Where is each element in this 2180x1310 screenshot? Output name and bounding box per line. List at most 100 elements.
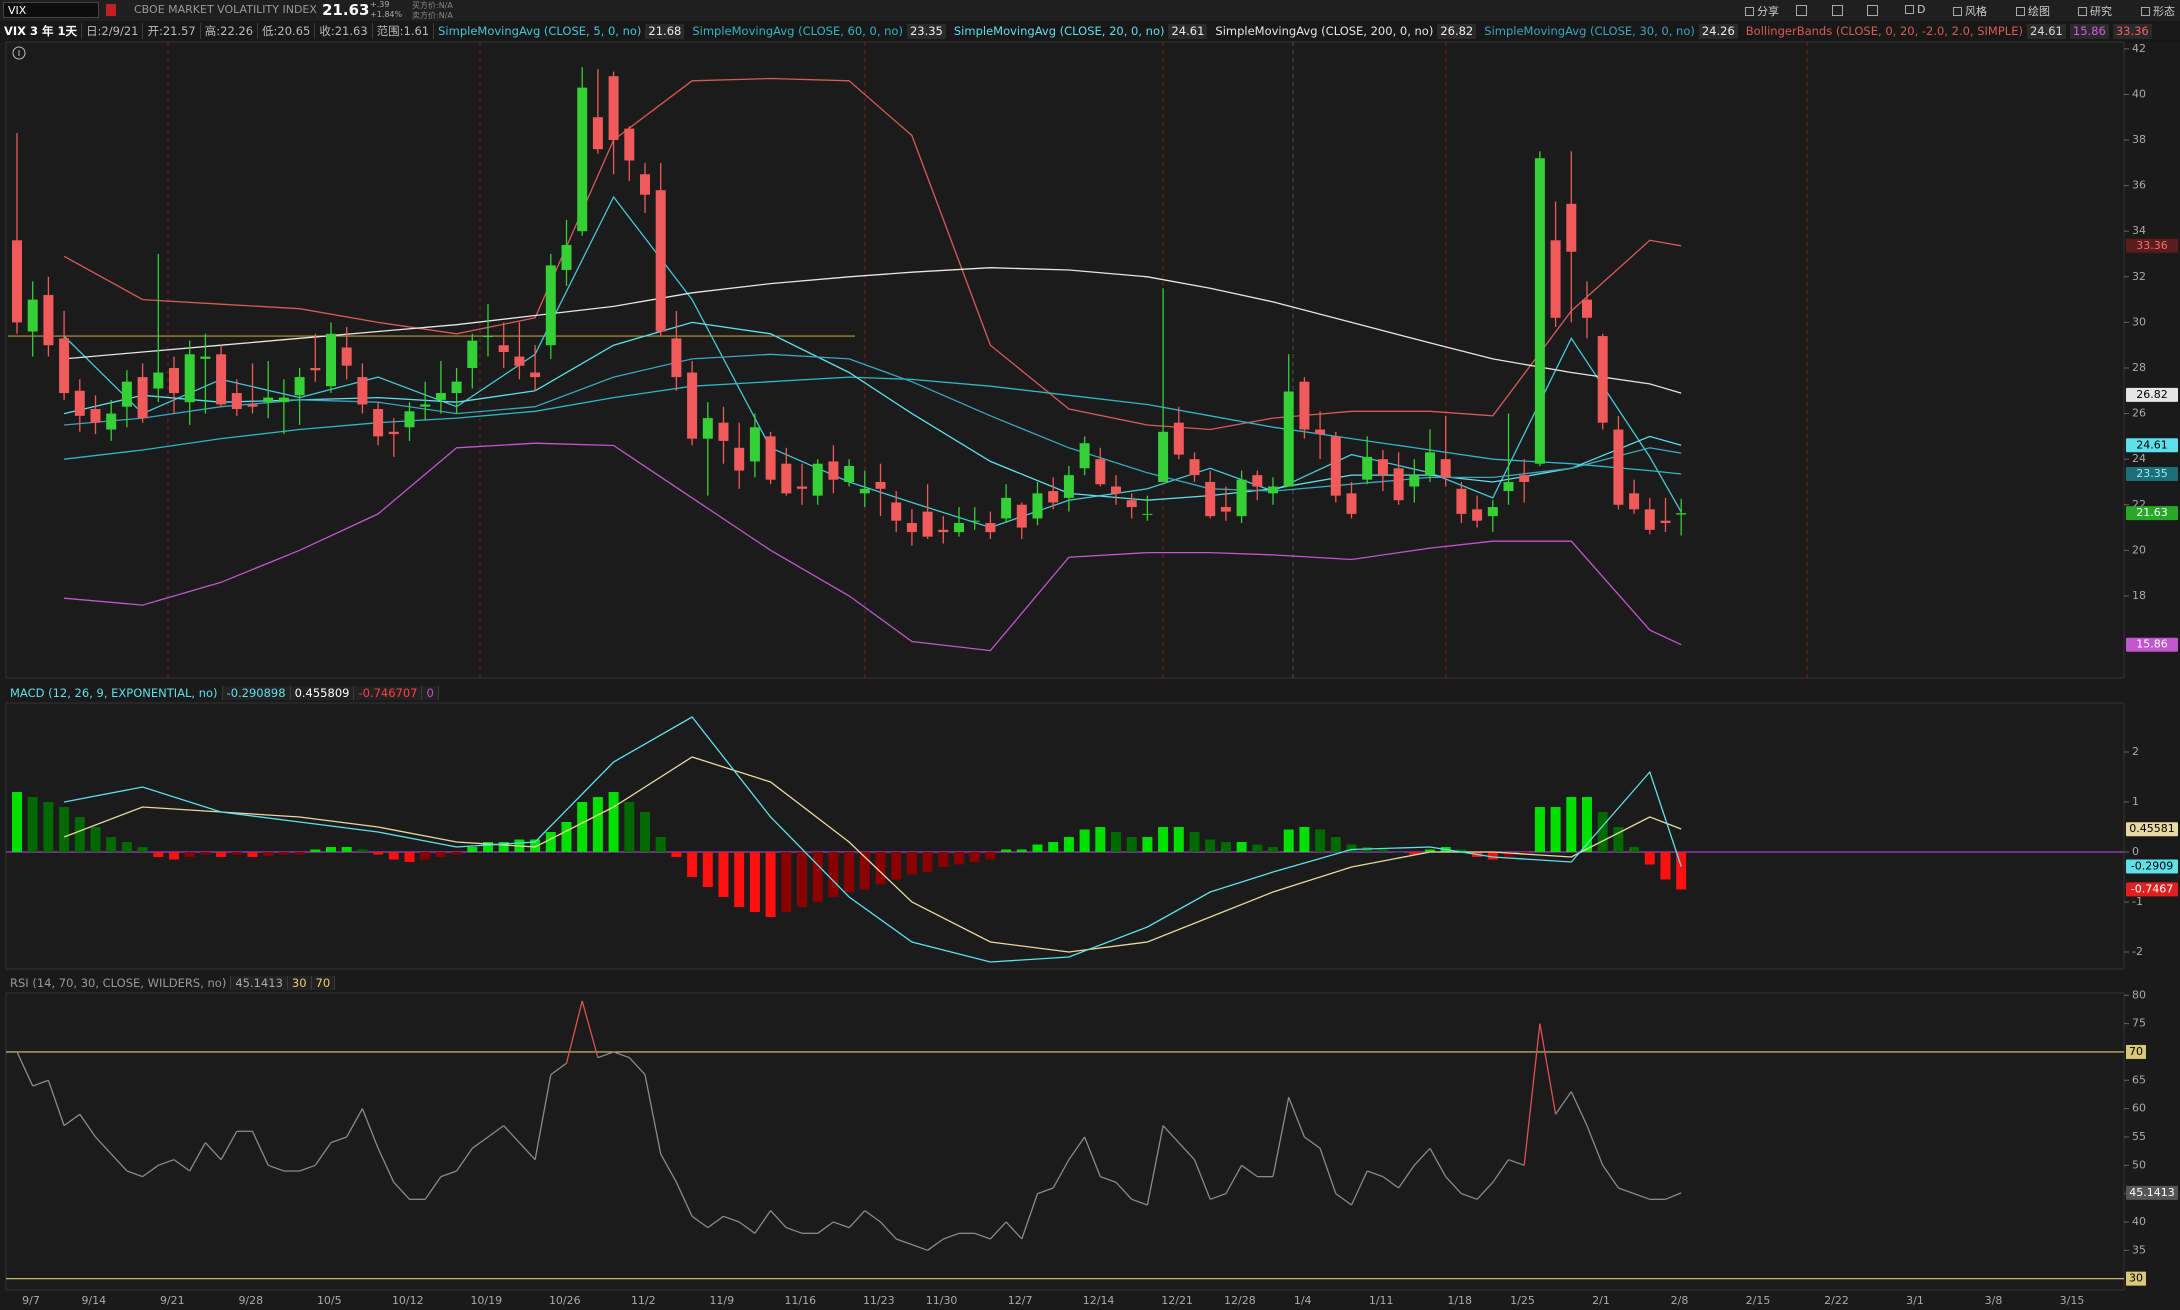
study-name: SimpleMovingAvg (CLOSE, 60, 0, no): [692, 24, 903, 38]
histogram-bar: [702, 852, 713, 887]
candle-body: [1472, 509, 1483, 521]
flag-icon[interactable]: [106, 4, 116, 16]
ask: 卖方价:N/A: [412, 11, 453, 20]
price-marker-label: 23.35: [2136, 467, 2168, 480]
y-tick-label: 28: [2132, 361, 2146, 374]
x-tick-label: 9/7: [22, 1294, 40, 1307]
toolbar-button[interactable]: D: [1905, 3, 1925, 16]
rsi-segment: [1350, 1170, 1368, 1206]
candle-body: [1158, 431, 1169, 482]
candle-body: [326, 333, 336, 387]
x-tick-label: 9/28: [238, 1294, 263, 1307]
histogram-bar: [310, 849, 321, 852]
candle-body: [844, 466, 855, 482]
rsi-segment: [1429, 1147, 1447, 1177]
candle-body: [954, 522, 964, 533]
candle-body: [1503, 481, 1514, 492]
rsi-segment: [691, 1215, 709, 1229]
study-name: SimpleMovingAvg (CLOSE, 20, 0, no): [953, 24, 1165, 38]
histogram-bar: [608, 792, 619, 852]
period-separators: [167, 42, 1808, 678]
histogram-bar: [74, 817, 85, 852]
candle-body: [1330, 436, 1341, 496]
candle-body: [498, 345, 509, 353]
button-icon: [2078, 6, 2087, 16]
histogram-bar: [640, 812, 650, 852]
study-name: MACD (12, 26, 9, EXPONENTIAL, no): [6, 686, 223, 700]
histogram-bar: [1079, 829, 1090, 852]
rsi-segment: [110, 1153, 128, 1172]
study-value: 0: [422, 686, 439, 700]
button-label: 形态: [2153, 5, 2175, 18]
y-tick-label: 32: [2132, 270, 2146, 283]
candle-body: [1111, 486, 1121, 494]
candle-body: [59, 338, 70, 394]
candle-body: [1550, 240, 1561, 318]
toolbar-button[interactable]: 分享: [1745, 3, 1779, 19]
bollinger-upper: [63, 77, 1682, 431]
histogram-bar: [969, 852, 980, 862]
histogram-bar: [467, 847, 478, 852]
histogram-bar: [357, 849, 368, 852]
histogram-bar: [498, 842, 509, 852]
symbol-input[interactable]: VIX: [3, 2, 99, 18]
toolbar-icon[interactable]: [1796, 5, 1807, 16]
histogram-bar: [749, 852, 760, 912]
quote-info: 日:2/9/21: [82, 23, 144, 39]
candle-body: [985, 522, 996, 533]
y-tick-label: 36: [2132, 179, 2146, 192]
histogram-bar: [1613, 827, 1624, 852]
histogram-bar: [1582, 797, 1592, 852]
candle-body: [184, 354, 195, 403]
candle-body: [483, 336, 493, 338]
candle-body: [1001, 497, 1012, 519]
candle-body: [922, 511, 933, 537]
macd-pane: [5, 702, 2125, 970]
candle-body: [1142, 513, 1153, 515]
price-marker-label: 0.45581: [2129, 822, 2175, 835]
histogram-bar: [1503, 852, 1514, 857]
rsi-segment: [142, 1164, 159, 1178]
histogram-bar: [1158, 827, 1169, 852]
toolbar-icon[interactable]: [1832, 5, 1843, 16]
rsi-segment: [299, 1164, 316, 1172]
rsi-segment: [204, 1142, 222, 1161]
study-name: SimpleMovingAvg (CLOSE, 5, 0, no): [438, 24, 642, 38]
rsi-segment: [1068, 1136, 1086, 1161]
toolbar-button[interactable]: 绘图: [2016, 3, 2050, 19]
histogram-bar: [184, 852, 195, 857]
rsi-segment: [833, 1221, 850, 1229]
rsi-segment: [911, 1244, 928, 1251]
rsi-segment: [1413, 1147, 1431, 1166]
histogram-bar: [1346, 844, 1357, 852]
candle-body: [561, 244, 572, 270]
candle-body: [294, 377, 305, 396]
y-tick-label: 80: [2132, 988, 2146, 1001]
rsi-segment: [628, 1057, 646, 1076]
candle-body: [624, 128, 635, 161]
candle-body: [1487, 507, 1498, 517]
x-tick-label: 9/14: [81, 1294, 106, 1307]
toolbar-button[interactable]: 风格: [1953, 3, 1987, 19]
rsi-segment: [927, 1238, 944, 1251]
toolbar-icon[interactable]: [1867, 5, 1878, 16]
histogram-bar: [1126, 837, 1137, 852]
y-tick-label: 26: [2132, 407, 2146, 420]
candle-body: [43, 295, 54, 346]
candle-body: [1016, 504, 1027, 528]
toolbar-button[interactable]: 研究: [2078, 3, 2112, 19]
histogram-bar: [451, 852, 462, 855]
button-icon: [1745, 6, 1754, 16]
candle-body: [1299, 381, 1310, 430]
candle-body: [388, 431, 399, 435]
x-tick-label: 11/2: [631, 1294, 656, 1307]
candle-body: [718, 422, 729, 441]
rsi-segment: [534, 1074, 552, 1160]
info-icon[interactable]: [12, 46, 26, 60]
rsi-segment: [1586, 1125, 1604, 1166]
rsi-segment: [613, 1051, 630, 1059]
toolbar-button[interactable]: 形态: [2141, 3, 2175, 19]
price-marker-label: 33.36: [2136, 239, 2168, 252]
candle-body: [1268, 486, 1278, 494]
